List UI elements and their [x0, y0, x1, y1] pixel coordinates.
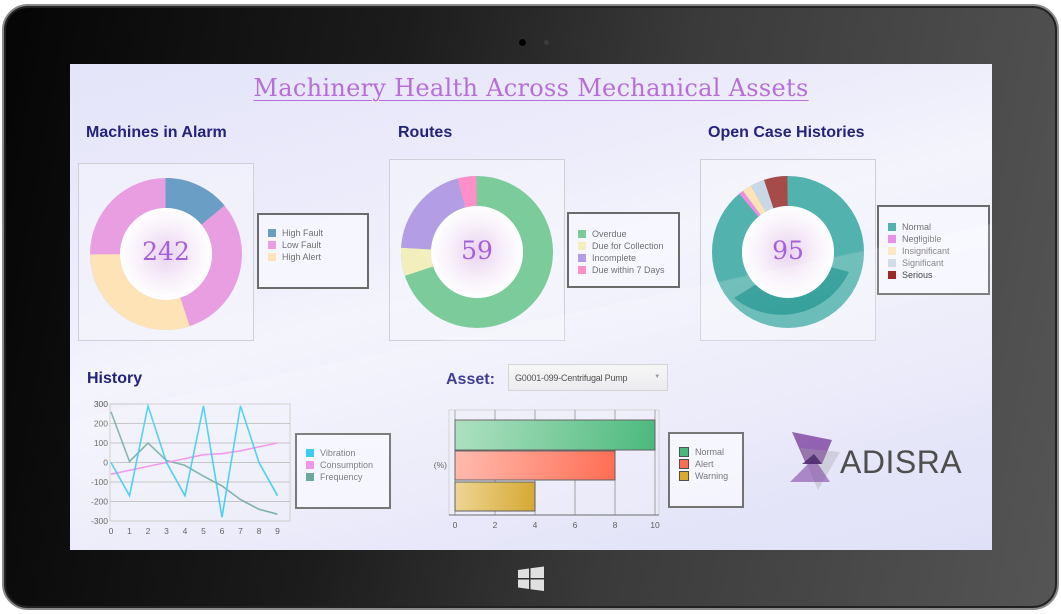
legend-swatch — [578, 242, 586, 250]
legend-item-due-within-7-days: Due within 7 Days — [578, 264, 678, 276]
svg-text:-100: -100 — [91, 477, 108, 487]
legend-item-normal: Normal — [888, 221, 988, 233]
open-case-histories-donut-chart — [712, 176, 864, 328]
legend-item-serious: Serious — [888, 269, 988, 281]
machines-in-alarm-donut[interactable]: 242 — [78, 163, 254, 341]
svg-text:6: 6 — [220, 526, 225, 536]
history-legend: Vibration Consumption Frequency — [295, 433, 391, 509]
legend-item-overdue: Overdue — [578, 228, 678, 240]
svg-text:7: 7 — [238, 526, 243, 536]
legend-swatch — [888, 247, 896, 255]
svg-text:2: 2 — [493, 520, 498, 530]
page-title: Machinery Health Across Mechanical Asset… — [253, 74, 809, 102]
legend-item-vibration: Vibration — [306, 447, 389, 459]
legend-item-consumption: Consumption — [306, 459, 389, 471]
legend-swatch — [679, 459, 689, 469]
legend-swatch — [679, 471, 689, 481]
legend-swatch — [578, 266, 586, 274]
machines-in-alarm-title: Machines in Alarm — [86, 124, 227, 141]
routes-title: Routes — [398, 124, 453, 141]
legend-item-warning: Warning — [679, 470, 742, 482]
svg-text:8: 8 — [257, 526, 262, 536]
chevron-down-icon[interactable]: ▼ — [654, 374, 660, 380]
routes-donut-chart — [401, 176, 553, 328]
legend-swatch — [679, 447, 689, 457]
svg-text:0: 0 — [109, 526, 114, 536]
svg-text:8: 8 — [613, 520, 618, 530]
legend-item-frequency: Frequency — [306, 471, 389, 483]
legend-item-due-for-collection: Due for Collection — [578, 240, 678, 252]
camera-icon — [519, 39, 526, 46]
svg-text:200: 200 — [94, 419, 108, 429]
legend-swatch — [888, 259, 896, 267]
legend-swatch — [268, 253, 276, 261]
legend-swatch — [268, 241, 276, 249]
legend-swatch — [306, 449, 314, 457]
legend-item-alert: Alert — [679, 458, 742, 470]
svg-text:9: 9 — [275, 526, 280, 536]
history-line-chart[interactable]: 300 200 100 0 -100 -200 -300 0 1 2 3 4 5… — [80, 398, 300, 548]
svg-text:0: 0 — [103, 458, 108, 468]
machines-in-alarm-total: 242 — [142, 237, 190, 266]
svg-text:1: 1 — [127, 526, 132, 536]
svg-text:4: 4 — [183, 526, 188, 536]
legend-item-incomplete: Incomplete — [578, 252, 678, 264]
asset-bar-chart[interactable]: 0 2 4 6 8 10 (%) — [425, 400, 665, 540]
machines-in-alarm-donut-chart — [90, 178, 242, 330]
legend-swatch — [578, 254, 586, 262]
open-case-histories-title: Open Case Histories — [708, 124, 865, 141]
logo-text: ADISRA — [840, 444, 963, 480]
legend-swatch — [888, 223, 896, 231]
legend-item-high-alert: High Alert — [268, 251, 367, 263]
svg-text:300: 300 — [94, 399, 108, 409]
bar-alert — [454, 450, 616, 481]
legend-swatch — [888, 271, 896, 279]
bar-warning — [454, 481, 536, 512]
svg-text:6: 6 — [573, 520, 578, 530]
svg-text:-300: -300 — [91, 516, 108, 526]
asset-label: Asset: — [446, 371, 495, 388]
svg-text:5: 5 — [201, 526, 206, 536]
adisra-logo-icon — [790, 432, 840, 490]
bar-chart-ylabel: (%) — [434, 460, 447, 470]
legend-swatch — [888, 235, 896, 243]
windows-start-button[interactable] — [516, 564, 546, 594]
bar-normal — [454, 419, 656, 451]
routes-legend: Overdue Due for Collection Incomplete Du… — [567, 212, 680, 288]
legend-item-low-fault: Low Fault — [268, 239, 367, 251]
asset-legend: Normal Alert Warning — [668, 432, 744, 508]
routes-donut[interactable]: 59 — [389, 159, 565, 341]
open-case-histories-donut[interactable]: 95 — [700, 159, 876, 341]
dashboard-screen: Machinery Health Across Mechanical Asset… — [70, 64, 992, 550]
legend-swatch — [306, 473, 314, 481]
legend-item-normal: Normal — [679, 446, 742, 458]
legend-item-negligible: Negligible — [888, 233, 988, 245]
machines-in-alarm-legend: High Fault Low Fault High Alert — [257, 213, 369, 289]
routes-total: 59 — [461, 236, 493, 265]
camera-sensor-icon — [544, 40, 549, 45]
adisra-logo: ADISRA — [788, 430, 962, 495]
asset-dropdown-value: G0001-099-Centrifugal Pump — [515, 373, 628, 383]
svg-text:-200: -200 — [91, 497, 108, 507]
legend-swatch — [306, 461, 314, 469]
svg-text:0: 0 — [453, 520, 458, 530]
legend-swatch — [578, 230, 586, 238]
svg-text:4: 4 — [533, 520, 538, 530]
legend-swatch — [268, 229, 276, 237]
svg-text:10: 10 — [650, 520, 660, 530]
svg-text:2: 2 — [146, 526, 151, 536]
svg-text:3: 3 — [164, 526, 169, 536]
svg-text:100: 100 — [94, 438, 108, 448]
open-case-histories-total: 95 — [772, 236, 804, 265]
asset-dropdown[interactable]: G0001-099-Centrifugal Pump ▼ — [508, 364, 668, 391]
legend-item-insignificant: Insignificant — [888, 245, 988, 257]
history-title: History — [87, 370, 143, 387]
legend-item-high-fault: High Fault — [268, 227, 367, 239]
legend-item-significant: Significant — [888, 257, 988, 269]
open-case-histories-legend: Normal Negligible Insignificant Signific… — [877, 205, 990, 295]
